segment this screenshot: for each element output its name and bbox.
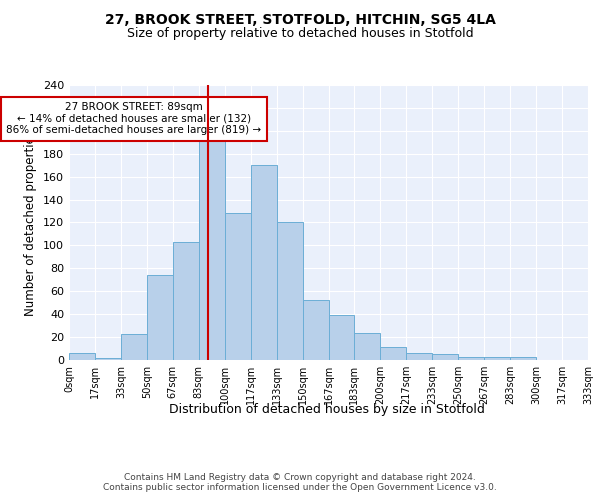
Bar [329, 316, 355, 360]
Bar [121, 334, 147, 360]
Text: Distribution of detached houses by size in Stotfold: Distribution of detached houses by size … [169, 402, 485, 415]
Text: 27 BROOK STREET: 89sqm
← 14% of detached houses are smaller (132)
86% of semi-de: 27 BROOK STREET: 89sqm ← 14% of detached… [7, 102, 262, 136]
Bar [510, 356, 536, 360]
Bar [199, 139, 224, 360]
Bar [406, 353, 432, 360]
Bar [95, 358, 121, 360]
Bar [355, 332, 380, 360]
Bar [251, 165, 277, 360]
Bar [380, 348, 406, 360]
Bar [458, 356, 484, 360]
Bar [433, 354, 458, 360]
Y-axis label: Number of detached properties: Number of detached properties [25, 130, 37, 316]
Text: Contains HM Land Registry data © Crown copyright and database right 2024.
Contai: Contains HM Land Registry data © Crown c… [103, 472, 497, 492]
Bar [69, 353, 95, 360]
Bar [147, 275, 173, 360]
Bar [225, 214, 251, 360]
Text: 27, BROOK STREET, STOTFOLD, HITCHIN, SG5 4LA: 27, BROOK STREET, STOTFOLD, HITCHIN, SG5… [104, 12, 496, 26]
Bar [277, 222, 302, 360]
Bar [302, 300, 329, 360]
Bar [173, 242, 199, 360]
Text: Size of property relative to detached houses in Stotfold: Size of property relative to detached ho… [127, 28, 473, 40]
Bar [484, 356, 510, 360]
